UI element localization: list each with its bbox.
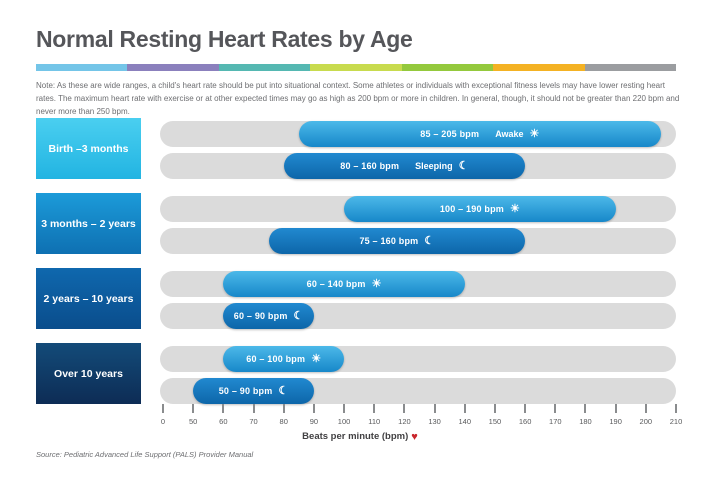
note-text: Note: As these are wide ranges, a child'… xyxy=(36,81,680,116)
sleeping-range-bar: 75 – 160 bpm ☾ xyxy=(268,228,526,254)
bar-track: 60 – 100 bpm ☀ xyxy=(160,346,676,372)
axis-tick-label: 150 xyxy=(488,417,502,426)
axis-tick-label: 140 xyxy=(458,417,472,426)
axis-tick-label: 170 xyxy=(549,417,562,426)
title-underline-stripe xyxy=(36,64,676,71)
moon-icon: ☾ xyxy=(293,309,304,322)
age-group-row: Birth –3 months 85 – 205 bpm Awake ☀ 80 – 16… xyxy=(0,118,720,179)
axis-tick-mark xyxy=(403,404,406,413)
bpm-range-label: 60 – 100 bpm xyxy=(246,354,306,364)
axis-tick-label: 120 xyxy=(398,417,411,426)
axis-tick-mark xyxy=(162,404,164,413)
axis-tick-label: 0 xyxy=(160,417,166,426)
x-axis-label-text: Beats per minute (bpm) xyxy=(302,431,409,442)
age-group-row: 2 years – 10 years 60 – 140 bpm ☀ 60 – 90 b… xyxy=(0,268,720,329)
age-group-label: Birth –3 months xyxy=(36,118,141,179)
axis-tick-label: 110 xyxy=(368,417,381,426)
sleeping-range-bar: 60 – 90 bpm ☾ xyxy=(223,303,314,329)
sleeping-state-label: Sleeping xyxy=(415,161,453,171)
bar-track: 100 – 190 bpm ☀ xyxy=(160,196,676,222)
x-axis: 0 50 60 70 80 90 100 110 120 130 140 150 160 170 180 19… xyxy=(160,404,682,434)
sun-icon: ☀ xyxy=(371,277,382,290)
axis-tick-mark xyxy=(493,404,496,413)
age-group-label: 3 months – 2 years xyxy=(36,193,141,254)
moon-icon: ☾ xyxy=(424,234,435,247)
sun-icon: ☀ xyxy=(311,352,322,365)
axis-tick-label: 180 xyxy=(579,417,592,426)
age-group-label: 2 years – 10 years xyxy=(36,268,141,329)
bar-track: 60 – 90 bpm ☾ xyxy=(160,303,676,329)
axis-tick-mark xyxy=(252,404,255,413)
axis-tick-label: 60 xyxy=(219,417,228,426)
moon-icon: ☾ xyxy=(278,384,289,397)
bpm-range-label: 100 – 190 bpm xyxy=(439,204,504,214)
bpm-range-label: 75 – 160 bpm xyxy=(359,236,419,246)
axis-tick-mark xyxy=(192,404,195,413)
moon-icon: ☾ xyxy=(458,159,469,172)
bpm-range-label: 60 – 90 bpm xyxy=(233,311,288,321)
bpm-range-label: 80 – 160 bpm xyxy=(340,161,400,171)
stripe-segment-3 xyxy=(310,64,402,71)
bar-track: 85 – 205 bpm Awake ☀ xyxy=(160,121,676,147)
axis-tick-mark xyxy=(343,404,346,413)
awake-range-bar: 60 – 100 bpm ☀ xyxy=(223,346,345,372)
axis-tick-label: 130 xyxy=(428,417,441,426)
axis-tick-label: 70 xyxy=(249,417,258,426)
sun-icon: ☀ xyxy=(529,127,540,140)
axis-tick-label: 90 xyxy=(309,417,319,426)
bpm-range-label: 50 – 90 bpm xyxy=(218,386,273,396)
heart-icon: ♥ xyxy=(411,431,418,443)
heart-rate-chart: Birth –3 months 85 – 205 bpm Awake ☀ 80 – 16… xyxy=(0,118,720,418)
axis-tick-mark xyxy=(373,404,376,413)
awake-range-bar: 85 – 205 bpm Awake ☀ xyxy=(298,121,661,147)
axis-tick-label: 100 xyxy=(337,417,351,426)
age-group-row: 3 months – 2 years 100 – 190 bpm ☀ 75 – 160… xyxy=(0,193,720,254)
bpm-range-label: 60 – 140 bpm xyxy=(306,279,366,289)
bar-track: 80 – 160 bpm Sleeping ☾ xyxy=(160,153,676,179)
stripe-segment-5 xyxy=(493,64,585,71)
awake-range-bar: 100 – 190 bpm ☀ xyxy=(344,196,616,222)
axis-tick-mark xyxy=(282,404,285,413)
axis-tick-mark xyxy=(554,404,557,413)
awake-state-label: Awake xyxy=(495,129,524,139)
axis-tick-mark xyxy=(433,404,436,413)
source-text: Source: Pediatric Advanced Life Support … xyxy=(36,450,254,459)
axis-tick-label: 210 xyxy=(669,417,683,426)
axis-tick-mark xyxy=(222,404,225,413)
bar-track: 60 – 140 bpm ☀ xyxy=(160,271,676,297)
axis-tick-label: 200 xyxy=(639,417,653,426)
sun-icon: ☀ xyxy=(509,202,520,215)
stripe-segment-4 xyxy=(401,64,494,71)
page-title: Normal Resting Heart Rates by Age xyxy=(36,26,413,52)
axis-tick-mark xyxy=(614,404,617,413)
stripe-segment-6 xyxy=(584,64,676,71)
stripe-segment-1 xyxy=(127,64,219,71)
axis-tick-mark xyxy=(674,404,677,413)
axis-tick-label: 160 xyxy=(518,417,532,426)
bpm-range-label: 85 – 205 bpm xyxy=(420,129,480,139)
x-axis-label: Beats per minute (bpm) ♥ xyxy=(0,431,720,443)
stripe-segment-0 xyxy=(36,64,128,71)
axis-tick-label: 190 xyxy=(609,417,622,426)
sleeping-range-bar: 50 – 90 bpm ☾ xyxy=(193,378,314,404)
axis-tick-label: 50 xyxy=(189,417,198,426)
axis-tick-mark xyxy=(584,404,587,413)
stripe-segment-2 xyxy=(218,64,311,71)
axis-tick-mark xyxy=(312,404,315,413)
age-group-label: Over 10 years xyxy=(36,343,141,404)
axis-tick-mark xyxy=(524,404,527,413)
axis-tick-label: 80 xyxy=(279,417,288,426)
age-group-row: Over 10 years 60 – 100 bpm ☀ 50 – 90 bpm ☾ xyxy=(0,343,720,404)
axis-tick-mark xyxy=(463,404,466,413)
axis-tick-mark xyxy=(644,404,647,413)
sleeping-range-bar: 80 – 160 bpm Sleeping ☾ xyxy=(283,153,526,179)
bar-track: 50 – 90 bpm ☾ xyxy=(160,378,676,404)
awake-range-bar: 60 – 140 bpm ☀ xyxy=(223,271,465,297)
bar-track: 75 – 160 bpm ☾ xyxy=(160,228,676,254)
